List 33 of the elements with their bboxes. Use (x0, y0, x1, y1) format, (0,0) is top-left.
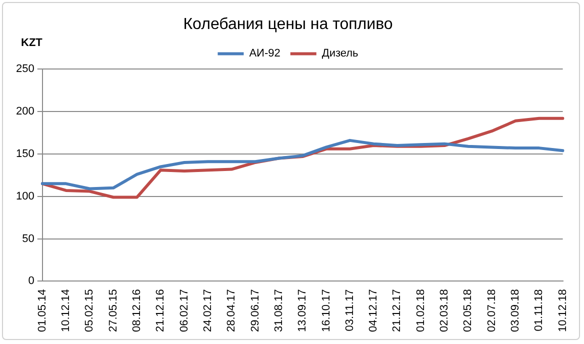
x-tick-label: 01.05.14 (36, 289, 48, 332)
x-tick-label: 02.07.18 (486, 289, 498, 332)
x-tick-label: 01.11.18 (533, 289, 546, 332)
x-tick-label: 03.11.17 (344, 289, 356, 332)
x-tick-label: 02.05.18 (462, 289, 474, 332)
y-tick-label: 250 (16, 63, 34, 76)
x-tick-label: 28.04.17 (226, 289, 238, 332)
legend-label: Дизель (322, 48, 359, 60)
x-tick-label: 16.10.17 (320, 289, 332, 332)
y-tick-label: 150 (16, 148, 34, 160)
x-tick-label: 27.05.15 (107, 289, 120, 332)
y-tick-label: 100 (16, 190, 34, 202)
x-tick-label: 06.02.17 (178, 289, 190, 332)
chart-title: Колебания цены на топливо (183, 16, 393, 34)
y-tick-label: 50 (22, 232, 34, 245)
x-tick-label: 10.12.14 (60, 289, 72, 332)
x-tick-label: 24.02.17 (202, 289, 214, 332)
x-tick-label: 01.02.18 (414, 289, 427, 332)
x-tick-label: 04.12.17 (368, 289, 380, 332)
x-tick-label: 05.02.15 (84, 289, 96, 332)
x-tick-label: 03.09.18 (510, 289, 522, 332)
x-tick-label: 10.12.18 (556, 289, 569, 332)
x-tick-label: 08.12.16 (131, 289, 144, 332)
x-tick-label: 29.06.17 (249, 289, 262, 332)
legend-label: АИ-92 (249, 48, 280, 60)
x-tick-label: 02.03.18 (438, 289, 451, 332)
y-axis-title: KZT (21, 37, 43, 50)
y-tick-label: 200 (16, 106, 34, 118)
x-tick-label: 21.12.17 (391, 289, 404, 332)
y-tick-label: 0 (28, 275, 34, 288)
x-tick-label: 13.09.17 (296, 289, 309, 332)
x-tick-label: 31.08.17 (272, 289, 285, 332)
x-tick-label: 21.12.16 (154, 289, 167, 332)
